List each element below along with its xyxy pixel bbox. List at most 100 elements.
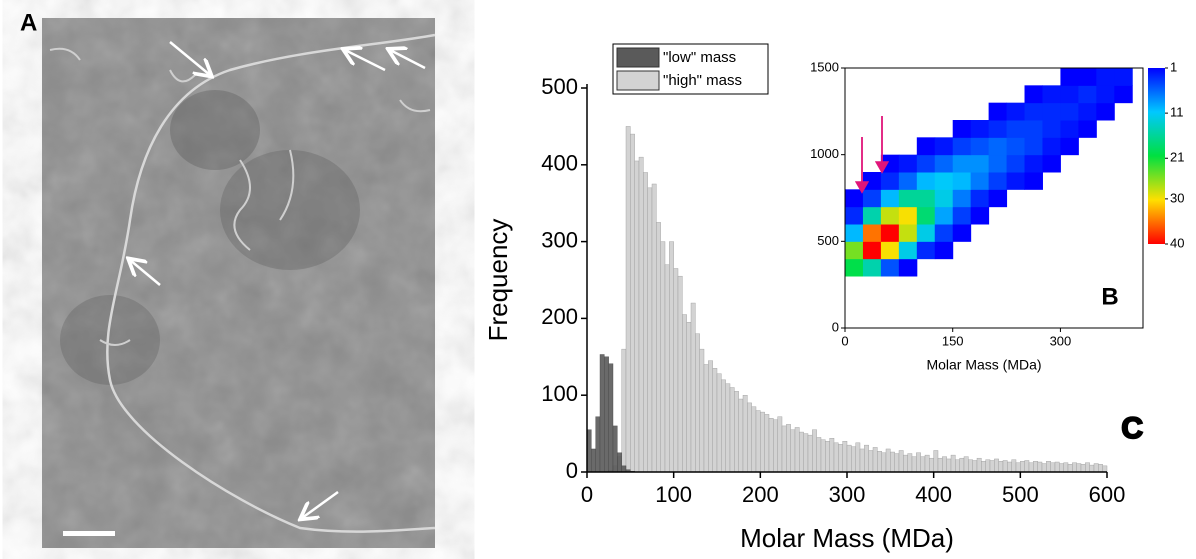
bar <box>608 363 614 473</box>
bar <box>864 444 869 473</box>
y-tick-label: 0 <box>832 319 839 334</box>
y-tick-label: 200 <box>541 304 578 329</box>
x-tick-label: 200 <box>742 482 779 507</box>
density-cell <box>970 206 990 225</box>
bar <box>929 457 934 473</box>
bar <box>595 416 601 473</box>
bar <box>1002 460 1008 473</box>
bar <box>1015 462 1021 473</box>
bar <box>690 302 696 473</box>
bar <box>621 465 627 473</box>
density-cell <box>1096 68 1115 86</box>
density-cell <box>952 189 972 208</box>
x-tick-label: 0 <box>841 333 848 348</box>
x-tick-label: 600 <box>1089 482 1126 507</box>
bar <box>898 450 904 473</box>
density-cell <box>1060 85 1079 104</box>
bar <box>781 425 787 473</box>
bar <box>738 398 744 473</box>
x-tick-label: 0 <box>581 482 593 507</box>
bar <box>660 241 666 473</box>
bar <box>1102 465 1108 473</box>
bar <box>599 354 605 473</box>
bar <box>825 441 830 473</box>
density-cell <box>862 224 882 242</box>
panel-label: B <box>1101 283 1118 310</box>
bar <box>790 429 796 473</box>
bar <box>699 348 705 473</box>
bar <box>937 457 943 473</box>
colorbar <box>1148 68 1165 244</box>
density-cell <box>934 154 954 173</box>
density-cell <box>916 137 936 156</box>
bar <box>1067 464 1073 473</box>
bar <box>656 222 661 473</box>
colorbar-tick-label: 1 <box>1170 59 1177 74</box>
density-cell <box>880 206 900 225</box>
bar <box>773 419 778 473</box>
density-cell <box>880 189 900 208</box>
bar <box>755 410 761 473</box>
bar <box>625 126 631 473</box>
density-cell <box>880 154 900 173</box>
density-cell <box>1078 102 1097 121</box>
density-cell <box>1024 85 1043 104</box>
bar <box>916 452 921 473</box>
bar <box>1080 464 1086 473</box>
bar <box>955 459 960 473</box>
bar <box>1072 462 1077 473</box>
bar <box>829 438 835 473</box>
bar <box>1098 464 1103 473</box>
density-cell <box>1042 102 1061 121</box>
bar <box>885 448 891 473</box>
density-cell <box>1078 120 1097 138</box>
density-cell <box>970 137 990 156</box>
plot-frame <box>844 67 1144 329</box>
density-cell <box>952 120 972 138</box>
density-cell <box>952 154 972 173</box>
density-cell <box>845 189 864 208</box>
density-cell <box>934 172 954 190</box>
bar <box>729 387 735 473</box>
bar <box>651 183 657 473</box>
bar <box>604 356 609 473</box>
density-cell <box>952 172 972 190</box>
density-cell <box>1096 85 1115 104</box>
density-cell <box>934 189 954 208</box>
density-cell <box>916 206 936 225</box>
bar <box>1033 461 1038 473</box>
density-cell <box>1024 137 1043 156</box>
density-cell <box>970 172 990 190</box>
density-cell <box>970 154 990 173</box>
bar <box>764 414 770 473</box>
density-cell <box>1060 137 1079 156</box>
bar <box>816 437 822 473</box>
density-cell <box>1024 154 1043 173</box>
bar <box>1028 462 1034 473</box>
density-cell <box>916 189 936 208</box>
bar <box>751 406 757 473</box>
legend-swatch <box>616 47 660 68</box>
bar <box>591 448 596 473</box>
bar <box>1007 461 1012 473</box>
bar <box>812 429 817 473</box>
density-cell <box>880 241 900 260</box>
bar <box>708 360 713 473</box>
bar <box>1054 461 1060 473</box>
bar <box>907 453 913 473</box>
density-cell <box>898 172 918 190</box>
bar <box>712 368 718 473</box>
density-cell <box>845 224 864 242</box>
bar <box>903 454 908 473</box>
bar <box>794 427 800 473</box>
bar <box>1063 462 1069 473</box>
density-cell <box>845 258 864 277</box>
x-tick-label: 300 <box>1050 333 1072 348</box>
y-tick-label: 400 <box>541 151 578 176</box>
bar <box>669 241 674 473</box>
density-cell <box>934 206 954 225</box>
bar <box>760 411 765 473</box>
density-cell <box>1024 120 1043 138</box>
bar <box>877 451 882 473</box>
x-tick-label: 300 <box>829 482 866 507</box>
